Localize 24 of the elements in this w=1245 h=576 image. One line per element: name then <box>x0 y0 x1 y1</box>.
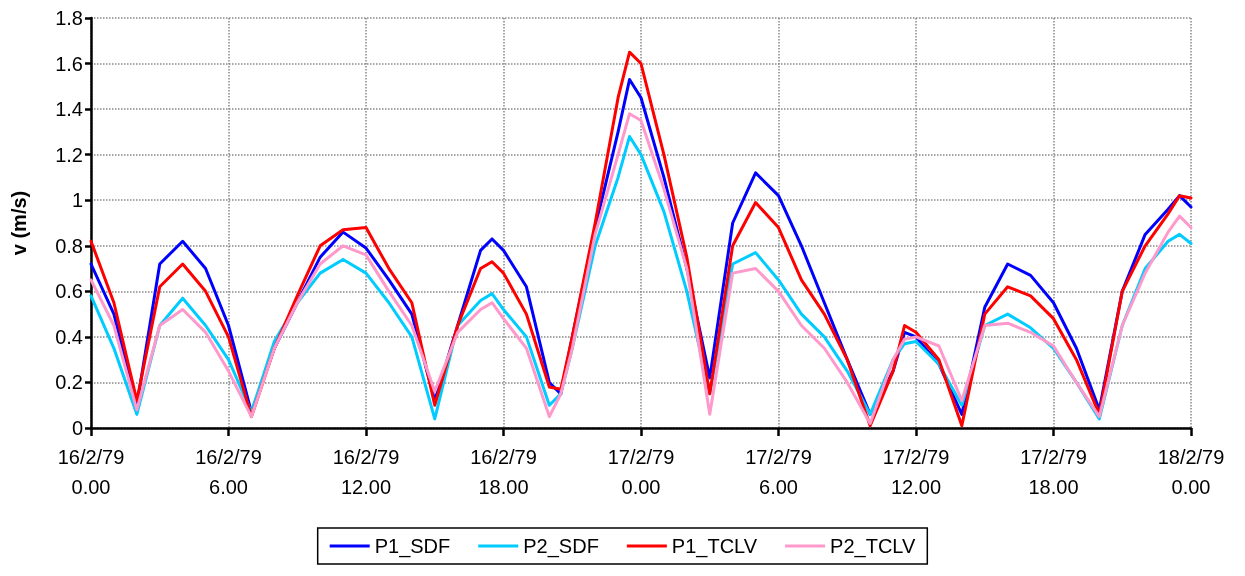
y-tick-label: 0.8 <box>55 234 83 257</box>
y-tick-label: 0 <box>71 417 83 439</box>
x-tick-label: 16/2/79 6.00 <box>195 446 262 498</box>
x-tick-label: 17/2/79 0.00 <box>607 446 675 498</box>
y-tick-label: 0.6 <box>55 280 83 303</box>
legend-label: P1_TCLV <box>671 535 758 558</box>
legend-label: P1_SDF <box>374 535 451 558</box>
y-axis-title: v (m/s) <box>8 190 30 256</box>
y-tick-label: 0.4 <box>55 325 83 348</box>
x-tick-label: 18/2/79 0.00 <box>1157 446 1225 498</box>
x-tick-label: 16/2/79 12.00 <box>332 446 400 498</box>
legend-label: P2_TCLV <box>830 535 916 558</box>
y-tick-label: 1.4 <box>55 98 83 121</box>
x-tick-label: 16/2/79 0.00 <box>57 446 125 498</box>
y-tick-label: 1.6 <box>55 52 83 75</box>
x-tick-label: 17/2/79 18.00 <box>1020 446 1087 498</box>
x-tick-label: 17/2/79 6.00 <box>745 446 812 498</box>
y-tick-label: 0.2 <box>55 371 83 394</box>
legend-label: P2_SDF <box>523 535 599 558</box>
x-tick-label: 17/2/79 12.00 <box>882 446 950 498</box>
y-tick-label: 1.8 <box>55 7 83 29</box>
x-tick-label: 16/2/79 18.00 <box>470 446 537 498</box>
y-tick-label: 1 <box>71 189 83 212</box>
y-tick-label: 1.2 <box>55 143 83 166</box>
